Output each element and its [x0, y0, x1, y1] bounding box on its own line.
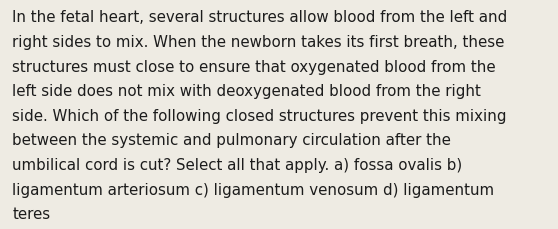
- Text: ligamentum arteriosum c) ligamentum venosum d) ligamentum: ligamentum arteriosum c) ligamentum veno…: [12, 182, 494, 197]
- Text: structures must close to ensure that oxygenated blood from the: structures must close to ensure that oxy…: [12, 59, 496, 74]
- Text: In the fetal heart, several structures allow blood from the left and: In the fetal heart, several structures a…: [12, 10, 508, 25]
- Text: side. Which of the following closed structures prevent this mixing: side. Which of the following closed stru…: [12, 108, 507, 123]
- Text: between the systemic and pulmonary circulation after the: between the systemic and pulmonary circu…: [12, 133, 451, 148]
- Text: right sides to mix. When the newborn takes its first breath, these: right sides to mix. When the newborn tak…: [12, 35, 504, 50]
- Text: umbilical cord is cut? Select all that apply. a) fossa ovalis b): umbilical cord is cut? Select all that a…: [12, 157, 463, 172]
- Text: teres: teres: [12, 206, 50, 221]
- Text: left side does not mix with deoxygenated blood from the right: left side does not mix with deoxygenated…: [12, 84, 481, 99]
